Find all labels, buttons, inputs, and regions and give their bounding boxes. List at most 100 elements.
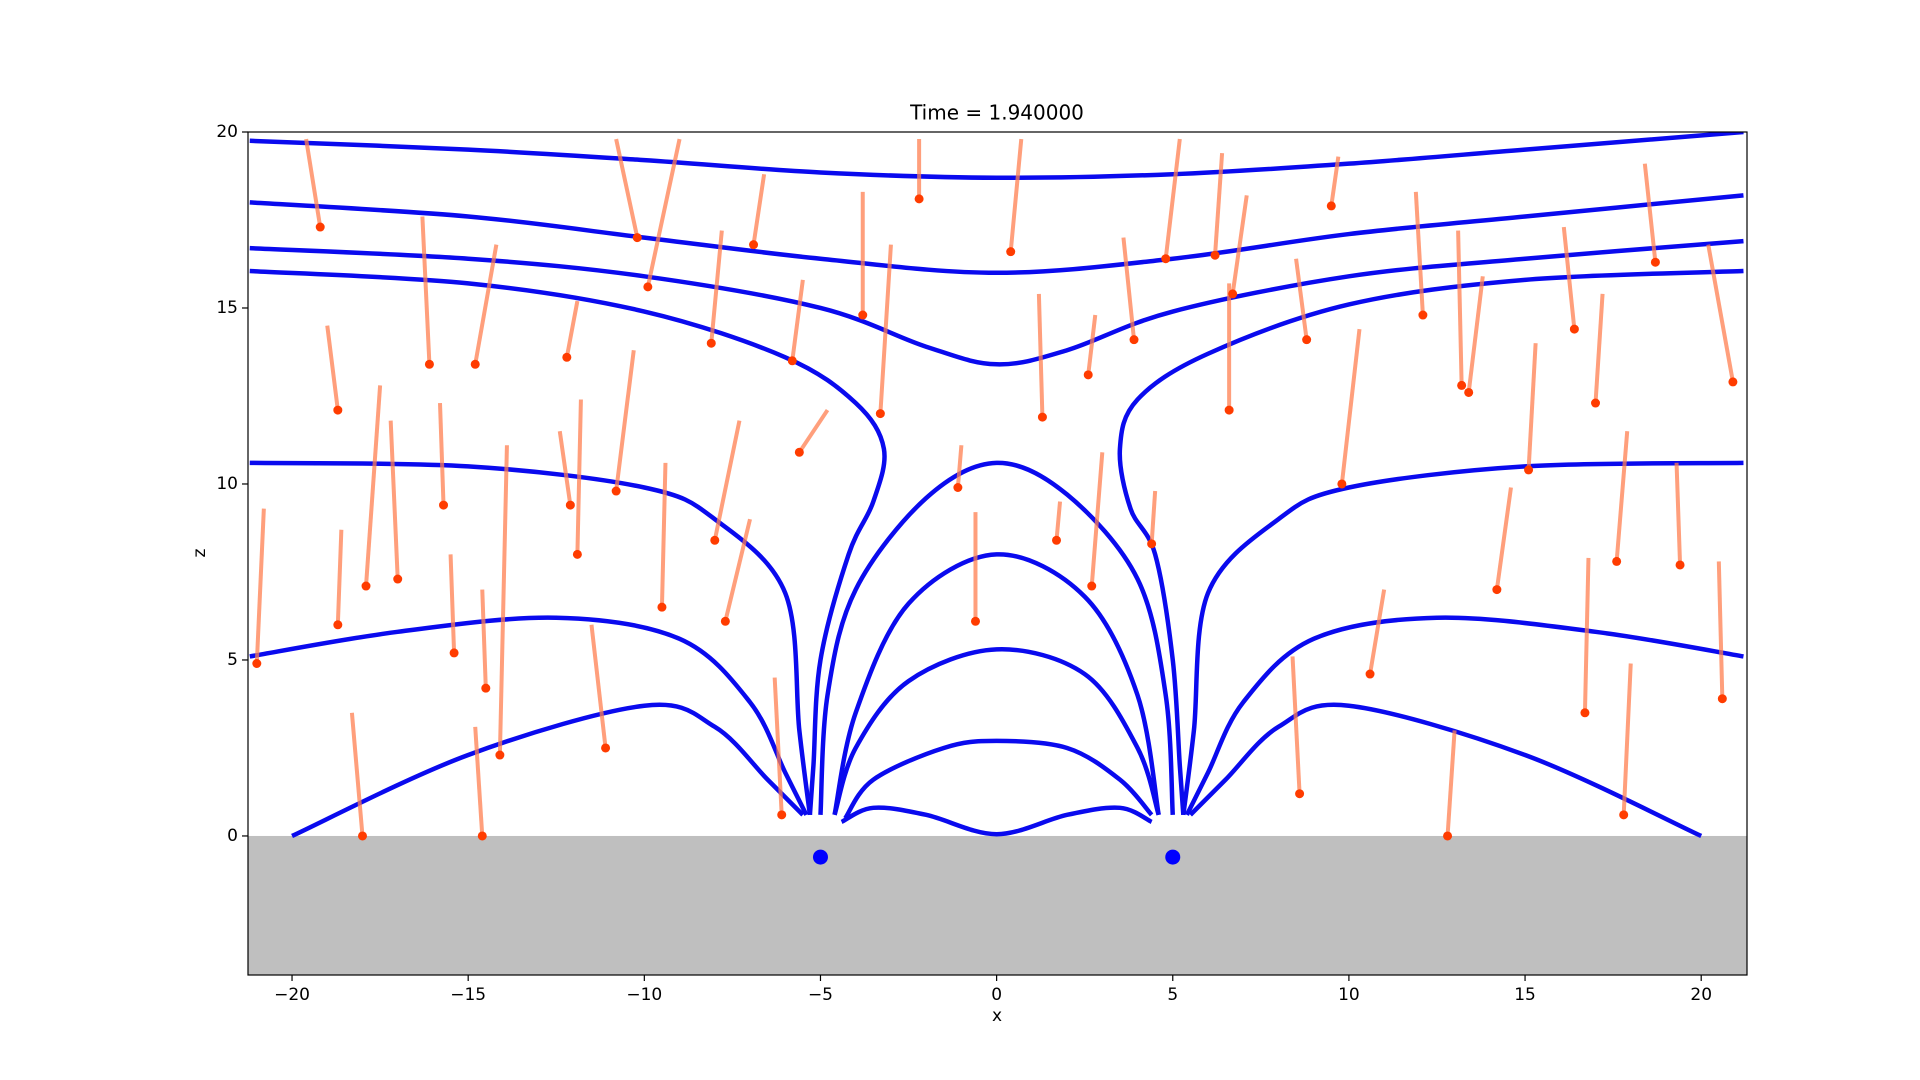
particle-trail: [1149, 490, 1158, 544]
particle-trail: [1036, 293, 1045, 418]
particle: [333, 405, 343, 415]
particle: [858, 310, 868, 320]
particle-trail: [1121, 237, 1137, 340]
particle: [572, 549, 582, 559]
field-line: [840, 805, 1153, 837]
particle-trail: [1163, 138, 1182, 259]
particle-trail: [1642, 163, 1658, 263]
particle-trail: [1561, 226, 1577, 330]
particle: [710, 535, 720, 545]
particle-trail: [497, 445, 509, 756]
axes: −20 −15 −10 −5 0 5 10 15 20 0 5 10 15 20: [216, 122, 1748, 1005]
y-tick-label: 0: [227, 826, 238, 846]
y-tick-label: 15: [216, 298, 238, 318]
x-tick-label: 5: [1167, 985, 1178, 1005]
particle-trail: [388, 420, 400, 580]
chart-title: Time = 1.940000: [909, 101, 1084, 125]
particle: [787, 356, 797, 366]
particle: [632, 233, 642, 243]
source: [812, 849, 828, 865]
particle: [794, 447, 804, 457]
particle-trail: [772, 677, 784, 815]
particle: [1650, 257, 1660, 267]
particle: [1083, 370, 1093, 380]
particle: [777, 810, 787, 820]
particle-trail: [1054, 501, 1063, 541]
field-line: [291, 702, 805, 839]
particle: [1717, 694, 1727, 704]
particle-trail: [1526, 343, 1538, 471]
particle-trail: [1329, 156, 1341, 207]
particle: [1612, 556, 1622, 566]
particle-trail: [709, 230, 724, 344]
particle-trail: [557, 430, 573, 506]
particle-trail: [254, 508, 266, 664]
field-line: [249, 193, 1744, 276]
particle: [565, 500, 575, 510]
field-line: [832, 552, 1161, 816]
particle: [1524, 465, 1534, 475]
particle: [449, 648, 459, 658]
particle-trail: [659, 462, 668, 608]
particle-trail: [1368, 589, 1387, 675]
particle: [1365, 669, 1375, 679]
particle: [1492, 585, 1502, 595]
particle-trail: [1230, 195, 1249, 295]
particle-trail: [1290, 656, 1302, 794]
y-tick-label: 10: [216, 474, 238, 494]
particle-trail: [473, 726, 485, 837]
particle-trail: [797, 408, 830, 454]
particle: [1457, 380, 1467, 390]
field-line: [832, 647, 1161, 816]
x-tick-label: −15: [450, 985, 486, 1005]
particle-trail: [437, 402, 446, 506]
particle: [481, 683, 491, 693]
y-tick-label: 20: [216, 122, 238, 142]
particle: [393, 574, 403, 584]
particle: [953, 483, 963, 493]
particle: [1161, 254, 1171, 264]
particle: [1129, 335, 1139, 345]
particle-trail: [1294, 258, 1309, 340]
particle-trail: [1456, 230, 1464, 386]
particle: [477, 831, 487, 841]
particle: [1302, 335, 1312, 345]
axes-frame: [247, 131, 1748, 976]
particle: [1006, 247, 1016, 257]
source: [1165, 849, 1181, 865]
particle: [470, 359, 480, 369]
particle: [1418, 310, 1428, 320]
particle-trail: [1494, 487, 1513, 590]
particle-trail: [1466, 276, 1485, 393]
y-tick-label: 5: [227, 650, 238, 670]
particle-trail: [325, 325, 340, 411]
field-line: [249, 238, 1744, 367]
particle-trail: [589, 624, 608, 749]
particle-trail: [878, 244, 893, 414]
particle: [1210, 250, 1220, 260]
particle-trail: [420, 216, 432, 365]
particle-trail: [1008, 138, 1024, 252]
particle-trail: [955, 445, 964, 488]
particle-trail: [473, 244, 499, 365]
particle: [1443, 831, 1453, 841]
field-line: [249, 615, 809, 816]
particle: [657, 602, 667, 612]
particle: [1326, 201, 1336, 211]
particle-trail: [1716, 561, 1725, 699]
particle-trail: [1614, 431, 1630, 562]
field-line: [818, 460, 1176, 815]
particle-trail: [335, 529, 344, 625]
particle: [1337, 479, 1347, 489]
particle-trail: [790, 279, 805, 362]
particle: [1147, 539, 1157, 549]
particle-trail: [480, 589, 488, 689]
particle-trail: [1582, 557, 1591, 713]
field-line: [249, 460, 813, 816]
particle: [875, 409, 885, 419]
particle: [361, 581, 371, 591]
particle-trail: [751, 173, 767, 245]
particle-trail: [349, 712, 365, 837]
particle: [601, 743, 611, 753]
